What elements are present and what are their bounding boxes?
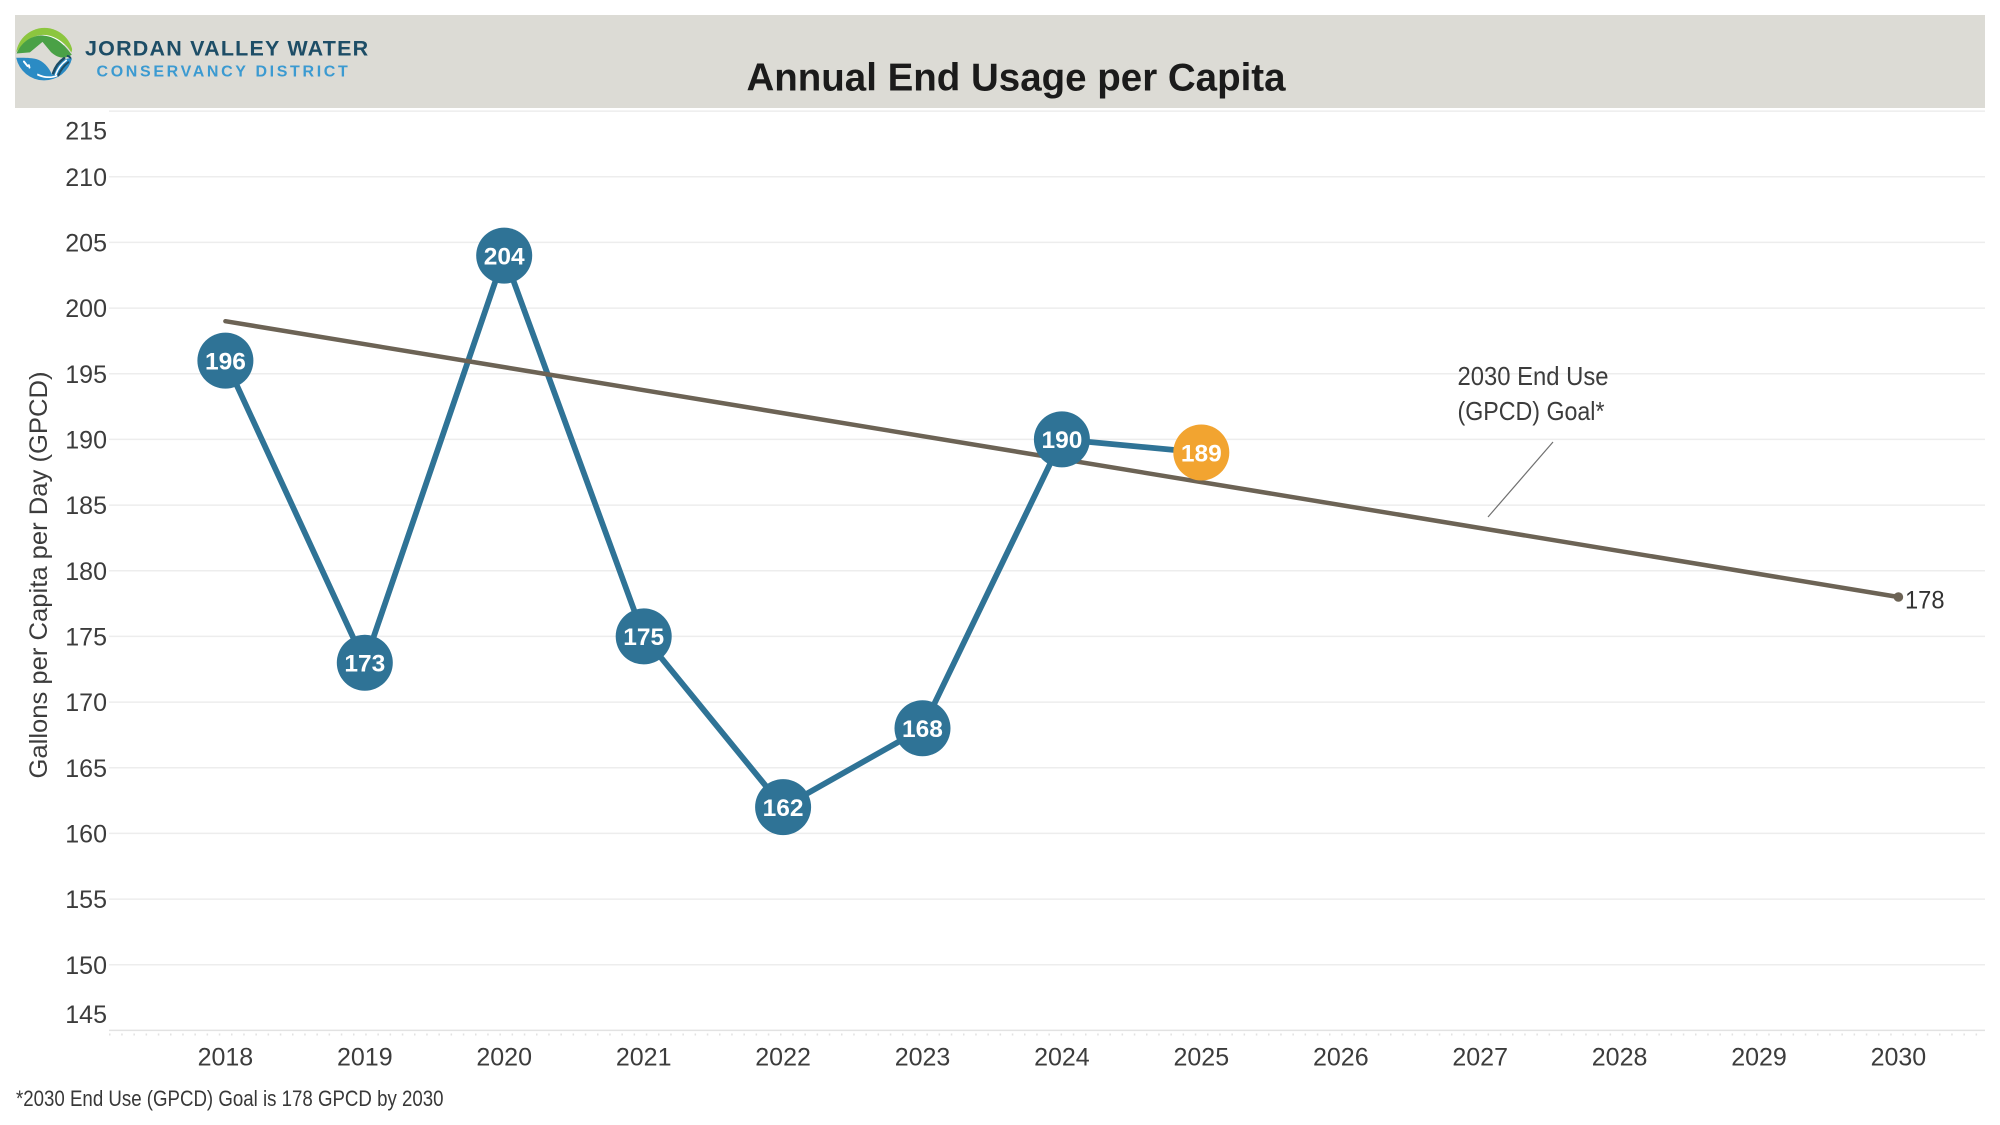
svg-text:2020: 2020	[476, 1044, 532, 1072]
svg-text:2030 End Use: 2030 End Use	[1458, 361, 1609, 391]
svg-text:178: 178	[1905, 586, 1945, 614]
svg-text:Gallons per Capita per Day (GP: Gallons per Capita per Day (GPCD)	[25, 372, 53, 779]
svg-text:210: 210	[65, 164, 107, 192]
svg-text:2018: 2018	[198, 1044, 254, 1072]
svg-text:204: 204	[484, 243, 525, 270]
svg-text:2019: 2019	[337, 1044, 393, 1072]
svg-text:2026: 2026	[1313, 1044, 1369, 1072]
svg-text:185: 185	[65, 492, 107, 520]
svg-text:173: 173	[344, 651, 385, 678]
svg-text:*2030 End Use (GPCD) Goal is 1: *2030 End Use (GPCD) Goal is 178 GPCD by…	[16, 1086, 444, 1111]
svg-text:170: 170	[65, 689, 107, 717]
svg-text:2029: 2029	[1731, 1044, 1787, 1072]
svg-text:205: 205	[65, 230, 107, 258]
svg-text:165: 165	[65, 755, 107, 783]
svg-text:2021: 2021	[616, 1044, 672, 1072]
svg-text:2027: 2027	[1452, 1044, 1508, 1072]
svg-text:Annual End Usage per Capita: Annual End Usage per Capita	[746, 57, 1286, 100]
svg-text:195: 195	[65, 361, 107, 389]
svg-text:155: 155	[65, 886, 107, 914]
svg-text:196: 196	[205, 348, 246, 375]
svg-text:2030: 2030	[1871, 1044, 1927, 1072]
svg-text:189: 189	[1181, 440, 1222, 467]
svg-text:162: 162	[763, 795, 804, 822]
svg-text:160: 160	[65, 821, 107, 849]
svg-text:175: 175	[65, 624, 107, 652]
svg-text:2022: 2022	[755, 1044, 811, 1072]
svg-text:215: 215	[65, 118, 107, 146]
svg-text:145: 145	[65, 1001, 107, 1029]
svg-text:2028: 2028	[1592, 1044, 1648, 1072]
svg-text:2024: 2024	[1034, 1044, 1090, 1072]
svg-text:200: 200	[65, 295, 107, 323]
svg-text:2025: 2025	[1173, 1044, 1229, 1072]
svg-text:JORDAN VALLEY WATER: JORDAN VALLEY WATER	[85, 37, 369, 61]
svg-text:180: 180	[65, 558, 107, 586]
svg-text:(GPCD) Goal*: (GPCD) Goal*	[1458, 396, 1605, 426]
svg-text:175: 175	[623, 624, 664, 651]
svg-text:150: 150	[65, 952, 107, 980]
svg-text:CONSERVANCY DISTRICT: CONSERVANCY DISTRICT	[97, 64, 351, 81]
svg-text:168: 168	[902, 716, 943, 743]
svg-text:190: 190	[65, 427, 107, 455]
svg-text:2023: 2023	[895, 1044, 951, 1072]
svg-text:190: 190	[1041, 427, 1082, 454]
